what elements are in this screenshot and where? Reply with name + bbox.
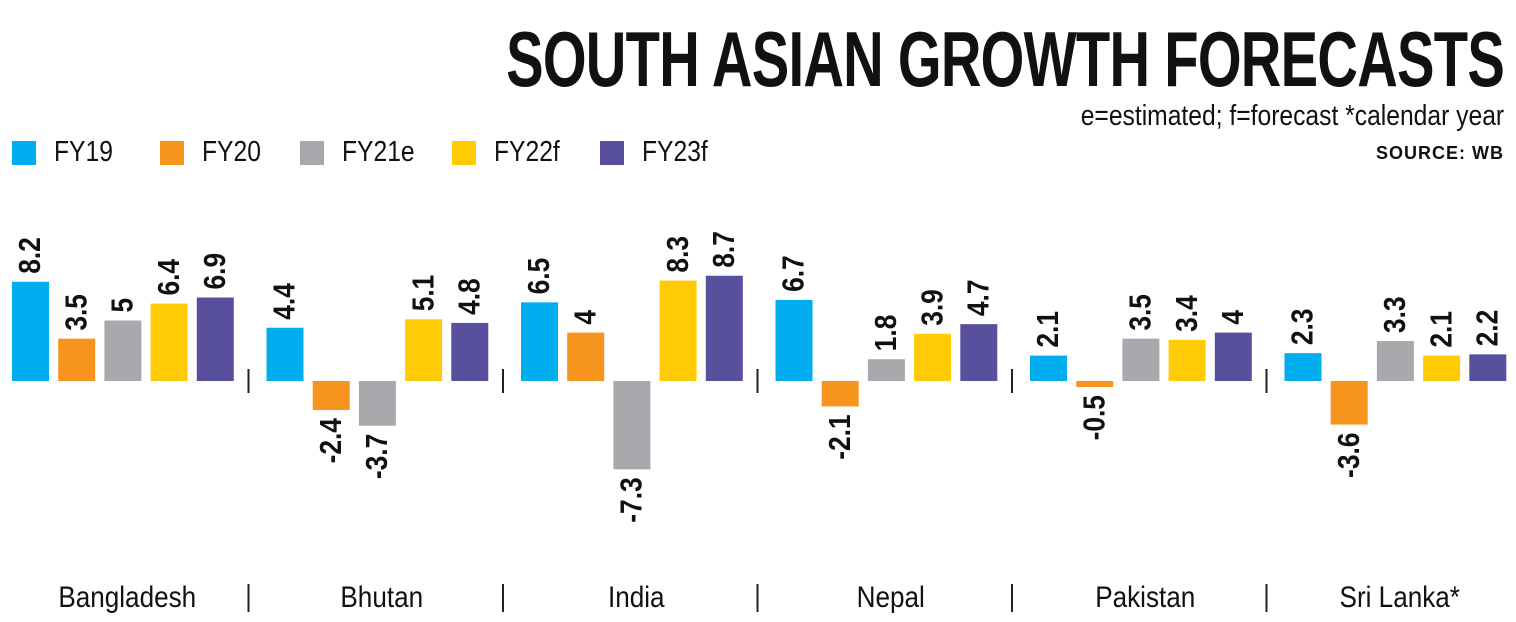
bar-fy22f [914,333,952,381]
bar-fy23f [960,324,998,381]
legend-item-fy23f: FY23f [600,136,719,169]
data-label: 4.7 [962,280,996,317]
bar-fy21e [1122,338,1160,381]
data-label: 8.2 [13,237,47,274]
data-label: 4.4 [268,283,302,320]
data-label: -2.4 [314,418,348,463]
legend-item-fy19: FY19 [12,136,160,169]
category-label: India [608,580,665,613]
bar-fy20 [1330,381,1368,425]
data-label: 3.5 [1124,294,1158,331]
bar-fy19 [12,281,49,381]
bar-fy19 [1030,355,1067,381]
bar-fy22f [150,303,188,381]
bar-fy21e [867,359,905,381]
data-label: 1.8 [869,315,903,352]
data-label: 3.5 [59,294,93,331]
legend-swatch [12,140,36,165]
data-label: 4 [1216,310,1250,325]
bar-fy20 [312,381,350,411]
bar-fy19 [266,327,304,381]
legend-swatch [600,140,624,165]
data-label: 5.1 [406,275,440,312]
bar-fy23f [196,297,234,381]
bar-fy22f [405,319,443,381]
data-label: -3.7 [360,434,394,479]
data-label: 2.3 [1286,309,1320,346]
data-label: 3.4 [1170,295,1204,332]
legend-label: FY21e [342,136,415,168]
category-label: Nepal [857,580,925,613]
data-label: -3.6 [1332,433,1366,478]
category-label: Bangladesh [58,580,196,613]
bar-fy22f [1423,355,1461,381]
data-label: 3.9 [915,289,949,326]
data-label: 6.9 [198,253,232,290]
bar-fy20 [567,332,605,381]
bar-fy19 [521,302,558,381]
category-label: Bhutan [340,580,423,613]
bar-fy23f [451,322,489,381]
data-label: -2.1 [823,414,857,459]
chart-source: SOURCE: WB [1376,143,1504,163]
bar-fy19 [775,299,813,381]
legend-swatch [160,140,184,165]
data-label: 3.3 [1378,296,1412,333]
legend-item-fy22f: FY22f [452,136,600,169]
category-label: Pakistan [1095,580,1195,613]
bar-fy21e [613,381,651,470]
bar-fy23f [1469,354,1507,381]
data-label: 6.4 [152,259,186,296]
bar-fy22f [1168,339,1206,381]
data-label: 5 [106,298,140,313]
bar-fy23f [1214,332,1252,381]
data-label: 2.1 [1031,311,1065,348]
data-label: 6.5 [522,258,556,295]
bar-fy23f [705,275,743,381]
data-label: -0.5 [1077,395,1111,440]
legend-label: FY19 [54,136,113,168]
data-label: 4 [568,310,602,325]
legend-label: FY22f [494,136,560,168]
bar-fy22f [659,280,697,381]
chart-title: SOUTH ASIAN GROWTH FORECASTS [506,15,1505,103]
category-label: Sri Lanka* [1340,580,1460,613]
bar-fy21e [1376,341,1414,381]
legend-item-fy21e: FY21e [300,136,452,169]
legend-swatch [452,140,476,165]
bar-fy19 [1284,353,1322,381]
data-label: -7.3 [615,477,649,522]
data-label: 4.8 [453,278,487,315]
legend-label: FY20 [202,136,261,168]
bar-fy20 [821,381,859,407]
bar-fy20 [1076,381,1114,388]
bar-fy21e [104,320,142,381]
data-label: 2.1 [1424,311,1458,348]
bar-fy20 [58,338,96,381]
legend-item-fy20: FY20 [160,136,300,169]
data-label: 6.7 [777,255,811,292]
bar-fy21e [358,381,396,426]
data-label: 8.3 [661,236,695,273]
chart-subtitle: e=estimated; f=forecast *calendar year [1080,100,1504,132]
data-label: 2.2 [1471,310,1505,347]
legend-swatch [300,140,324,165]
data-label: 8.7 [707,231,741,268]
legend: FY19 FY20 FY21e FY22f FY23f [12,136,719,169]
legend-label: FY23f [642,136,708,168]
